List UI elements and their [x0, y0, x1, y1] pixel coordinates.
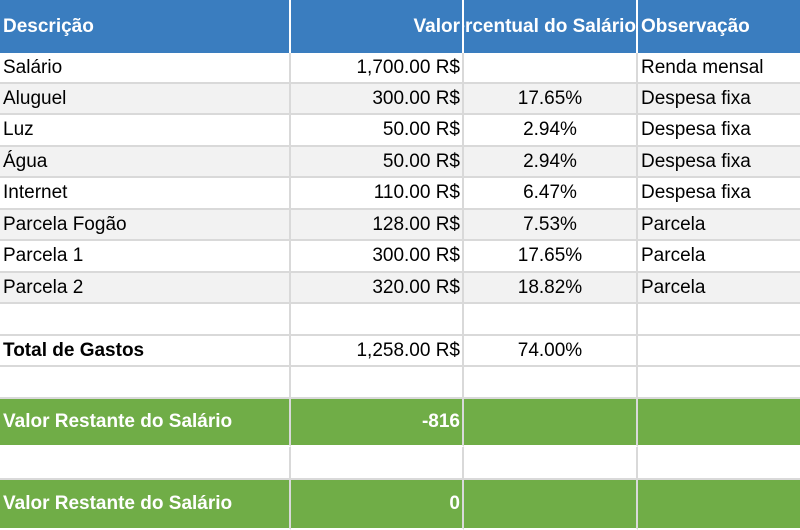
cell-percentual[interactable] — [464, 53, 638, 84]
cell-percentual[interactable]: 7.53% — [464, 210, 638, 241]
cell-descricao[interactable] — [0, 304, 291, 336]
cell-valor[interactable] — [291, 447, 464, 480]
cell-descricao[interactable]: Luz — [0, 115, 291, 147]
cell-valor[interactable]: 50.00 R$ — [291, 147, 464, 178]
cell-percentual[interactable]: 17.65% — [464, 84, 638, 115]
cell-observacao[interactable]: Despesa fixa — [638, 115, 800, 147]
cell-valor[interactable] — [291, 304, 464, 336]
cell-percentual[interactable]: 2.94% — [464, 115, 638, 147]
cell-observacao[interactable] — [638, 304, 800, 336]
cell-descricao[interactable]: Parcela 1 — [0, 241, 291, 273]
header-cell-descricao[interactable]: Descrição — [0, 0, 291, 53]
table-row: Parcela 2 320.00 R$ 18.82% Parcela — [0, 273, 800, 304]
table-row — [0, 304, 800, 336]
cell-descricao[interactable]: Salário — [0, 53, 291, 84]
cell-observacao[interactable] — [638, 399, 800, 447]
cell-observacao[interactable]: Parcela — [638, 241, 800, 273]
cell-percentual[interactable] — [464, 367, 638, 399]
cell-valor[interactable]: 300.00 R$ — [291, 241, 464, 273]
cell-percentual[interactable] — [464, 399, 638, 447]
header-label: Valor — [413, 15, 460, 37]
cell-valor[interactable]: 1,700.00 R$ — [291, 53, 464, 84]
cell-valor[interactable]: 128.00 R$ — [291, 210, 464, 241]
cell-observacao[interactable] — [638, 336, 800, 367]
total-row: Total de Gastos 1,258.00 R$ 74.00% — [0, 336, 800, 367]
cell-observacao[interactable]: Parcela — [638, 210, 800, 241]
remaining-row: Valor Restante do Salário -816 — [0, 399, 800, 447]
cell-valor[interactable]: 50.00 R$ — [291, 115, 464, 147]
cell-observacao[interactable]: Despesa fixa — [638, 178, 800, 210]
cell-percentual[interactable]: 18.82% — [464, 273, 638, 304]
table-row: Internet 110.00 R$ 6.47% Despesa fixa — [0, 178, 800, 210]
table-row: Água 50.00 R$ 2.94% Despesa fixa — [0, 147, 800, 178]
cell-observacao[interactable] — [638, 447, 800, 480]
cell-descricao[interactable]: Internet — [0, 178, 291, 210]
header-row: Descrição Valor Percentual do Salário Ob… — [0, 0, 800, 53]
cell-observacao[interactable]: Parcela — [638, 273, 800, 304]
header-label: Percentual do Salário — [464, 15, 636, 37]
cell-valor[interactable]: 110.00 R$ — [291, 178, 464, 210]
cell-observacao[interactable]: Renda mensal — [638, 53, 800, 84]
cell-descricao[interactable] — [0, 367, 291, 399]
header-cell-observacao[interactable]: Observação — [638, 0, 800, 53]
table-row: Parcela Fogão 128.00 R$ 7.53% Parcela — [0, 210, 800, 241]
cell-percentual[interactable]: 6.47% — [464, 178, 638, 210]
cell-valor[interactable]: 320.00 R$ — [291, 273, 464, 304]
table-row: Aluguel 300.00 R$ 17.65% Despesa fixa — [0, 84, 800, 115]
cell-descricao[interactable]: Valor Restante do Salário — [0, 480, 291, 530]
table-row: Salário 1,700.00 R$ Renda mensal — [0, 53, 800, 84]
cell-descricao[interactable]: Parcela 2 — [0, 273, 291, 304]
cell-percentual[interactable]: 17.65% — [464, 241, 638, 273]
cell-observacao[interactable] — [638, 480, 800, 530]
cell-descricao[interactable]: Valor Restante do Salário — [0, 399, 291, 447]
cell-valor[interactable]: 1,258.00 R$ — [291, 336, 464, 367]
cell-percentual[interactable] — [464, 447, 638, 480]
remaining-row: Valor Restante do Salário 0 — [0, 480, 800, 530]
cell-percentual[interactable] — [464, 304, 638, 336]
header-cell-percentual[interactable]: Percentual do Salário — [464, 0, 638, 53]
cell-valor[interactable]: -816 — [291, 399, 464, 447]
cell-descricao[interactable]: Total de Gastos — [0, 336, 291, 367]
cell-percentual[interactable] — [464, 480, 638, 530]
cell-percentual[interactable]: 74.00% — [464, 336, 638, 367]
header-cell-valor[interactable]: Valor — [291, 0, 464, 53]
cell-valor[interactable]: 0 — [291, 480, 464, 530]
cell-descricao[interactable] — [0, 447, 291, 480]
cell-valor[interactable]: 300.00 R$ — [291, 84, 464, 115]
cell-valor[interactable] — [291, 367, 464, 399]
cell-descricao[interactable]: Água — [0, 147, 291, 178]
header-label: Observação — [641, 15, 750, 37]
cell-descricao[interactable]: Aluguel — [0, 84, 291, 115]
table-row: Luz 50.00 R$ 2.94% Despesa fixa — [0, 115, 800, 147]
table-row: Parcela 1 300.00 R$ 17.65% Parcela — [0, 241, 800, 273]
table-row — [0, 367, 800, 399]
cell-descricao[interactable]: Parcela Fogão — [0, 210, 291, 241]
cell-observacao[interactable] — [638, 367, 800, 399]
cell-percentual[interactable]: 2.94% — [464, 147, 638, 178]
cell-observacao[interactable]: Despesa fixa — [638, 84, 800, 115]
cell-observacao[interactable]: Despesa fixa — [638, 147, 800, 178]
header-label: Descrição — [3, 15, 94, 37]
table-row — [0, 447, 800, 480]
